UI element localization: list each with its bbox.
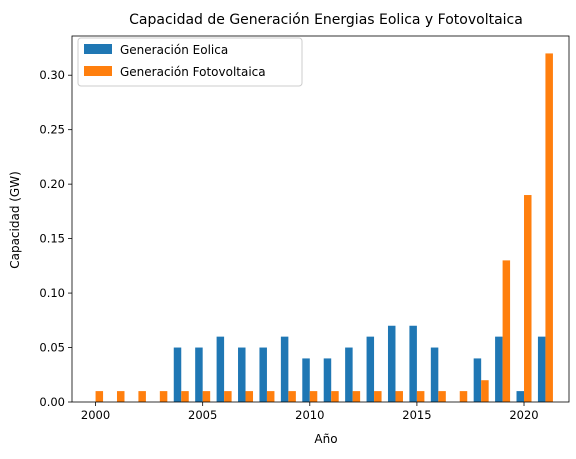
y-tick-label-6: 0.30 [39, 68, 65, 82]
bar-series-1-2012 [352, 391, 361, 402]
x-tick-label-2010: 2010 [295, 408, 324, 422]
bar-series-1-2004 [181, 391, 189, 402]
bar-series-1-2002 [138, 391, 146, 402]
bars-group [95, 53, 553, 403]
bar-series-1-2010 [309, 391, 318, 402]
bar-series-0-2014 [387, 325, 396, 402]
bar-series-1-2014 [395, 391, 403, 402]
bar-series-0-2007 [238, 347, 246, 402]
legend-swatch-0 [84, 44, 112, 54]
bar-series-0-2013 [366, 336, 375, 402]
legend-label-0: Generación Eolica [120, 43, 228, 57]
y-tick-label-3: 0.15 [39, 232, 65, 246]
bar-series-1-2008 [266, 391, 275, 402]
bar-series-1-2007 [245, 391, 254, 402]
x-axis-label: Año [314, 432, 337, 446]
bar-series-1-2003 [159, 391, 168, 402]
bar-series-1-2001 [116, 391, 125, 402]
bar-series-1-2009 [288, 391, 296, 402]
x-tick-label-2005: 2005 [188, 408, 217, 422]
bar-series-1-2011 [331, 391, 339, 402]
bar-series-0-2008 [259, 347, 267, 402]
bar-series-0-2018 [473, 358, 482, 402]
bar-series-0-2005 [195, 347, 203, 402]
bar-series-0-2011 [323, 358, 332, 402]
bar-series-0-2021 [537, 336, 546, 402]
bar-series-0-2009 [280, 336, 289, 402]
bar-series-1-2021 [545, 53, 553, 403]
y-tick-label-4: 0.20 [39, 177, 65, 191]
bar-series-0-2019 [495, 336, 503, 402]
bar-series-1-2006 [224, 391, 232, 402]
bar-series-0-2004 [173, 347, 182, 402]
bar-series-0-2012 [345, 347, 353, 402]
x-tick-label-2000: 2000 [81, 408, 110, 422]
y-tick-label-0: 0.00 [39, 395, 65, 409]
bar-series-1-2018 [481, 380, 489, 402]
bar-series-0-2020 [516, 391, 525, 402]
bar-series-1-2020 [524, 195, 532, 402]
bar-series-1-2016 [438, 391, 446, 402]
bar-series-1-2000 [95, 391, 104, 402]
bar-series-1-2017 [459, 391, 468, 402]
bar-series-1-2019 [502, 260, 511, 402]
y-axis-label: Capacidad (GW) [8, 171, 22, 269]
bar-series-0-2006 [216, 336, 225, 402]
bar-series-1-2013 [374, 391, 382, 402]
chart-title: Capacidad de Generación Energias Eolica … [129, 12, 523, 28]
y-tick-label-2: 0.10 [39, 286, 65, 300]
bar-series-1-2015 [416, 391, 425, 402]
bar-series-0-2016 [430, 347, 439, 402]
y-tick-label-5: 0.25 [39, 123, 65, 137]
plot-frame [71, 35, 570, 403]
legend-swatch-1 [84, 66, 112, 76]
y-tick-label-1: 0.05 [39, 341, 65, 355]
bar-series-0-2010 [302, 358, 310, 402]
x-tick-label-2020: 2020 [509, 408, 538, 422]
legend: Generación Eolica Generación Fotovoltaica [77, 37, 303, 87]
legend-box [77, 37, 303, 87]
bar-series-1-2005 [202, 391, 211, 402]
x-tick-label-2015: 2015 [402, 408, 431, 422]
bar-series-0-2015 [409, 325, 417, 402]
legend-label-1: Generación Fotovoltaica [120, 65, 266, 79]
axes-group: 2000 2005 2010 2015 2020 0.00 0.05 0.10 0.15 0.20… [39, 35, 570, 422]
